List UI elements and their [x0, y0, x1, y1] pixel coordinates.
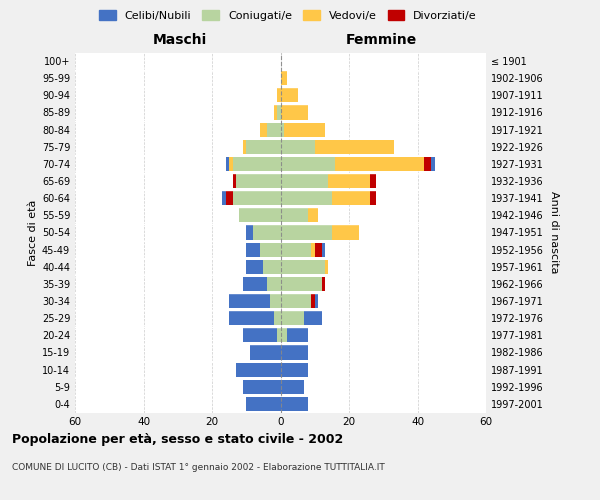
Bar [281, 242, 311, 256]
Bar [281, 260, 325, 274]
Bar [246, 226, 253, 239]
Bar [332, 191, 370, 205]
Bar [281, 71, 287, 85]
Bar [233, 191, 281, 205]
Bar [328, 174, 370, 188]
Bar [239, 208, 281, 222]
Bar [325, 260, 328, 274]
Bar [274, 106, 277, 120]
Bar [243, 380, 281, 394]
Bar [322, 277, 325, 291]
Bar [281, 294, 311, 308]
Bar [246, 242, 260, 256]
Bar [243, 140, 246, 154]
Bar [233, 157, 281, 171]
Bar [243, 328, 277, 342]
Bar [229, 294, 270, 308]
Y-axis label: Anni di nascita: Anni di nascita [549, 191, 559, 274]
Bar [267, 122, 281, 136]
Bar [233, 174, 236, 188]
Bar [277, 106, 281, 120]
Bar [260, 242, 281, 256]
Bar [274, 311, 281, 325]
Bar [246, 260, 263, 274]
Bar [370, 174, 376, 188]
Bar [281, 157, 335, 171]
Bar [281, 122, 284, 136]
Bar [287, 328, 308, 342]
Bar [281, 362, 308, 376]
Bar [281, 191, 332, 205]
Bar [304, 311, 322, 325]
Legend: Celibi/Nubili, Coniugati/e, Vedovi/e, Divorziati/e: Celibi/Nubili, Coniugati/e, Vedovi/e, Di… [95, 6, 481, 25]
Bar [281, 397, 308, 411]
Bar [222, 191, 226, 205]
Bar [311, 294, 315, 308]
Text: Popolazione per età, sesso e stato civile - 2002: Popolazione per età, sesso e stato civil… [12, 432, 343, 446]
Bar [253, 226, 281, 239]
Bar [281, 88, 298, 102]
Bar [335, 157, 424, 171]
Bar [243, 277, 267, 291]
Bar [260, 122, 267, 136]
Bar [315, 294, 318, 308]
Bar [281, 106, 308, 120]
Bar [281, 226, 332, 239]
Bar [370, 191, 376, 205]
Bar [281, 328, 287, 342]
Bar [236, 174, 281, 188]
Text: Femmine: Femmine [346, 33, 417, 47]
Bar [229, 157, 233, 171]
Bar [315, 140, 394, 154]
Bar [281, 311, 304, 325]
Bar [332, 226, 359, 239]
Bar [281, 277, 322, 291]
Bar [246, 397, 281, 411]
Bar [277, 328, 281, 342]
Text: COMUNE DI LUCITO (CB) - Dati ISTAT 1° gennaio 2002 - Elaborazione TUTTITALIA.IT: COMUNE DI LUCITO (CB) - Dati ISTAT 1° ge… [12, 462, 385, 471]
Bar [267, 277, 281, 291]
Bar [311, 242, 315, 256]
Bar [281, 140, 315, 154]
Text: Maschi: Maschi [152, 33, 207, 47]
Bar [281, 208, 308, 222]
Bar [315, 242, 322, 256]
Bar [250, 346, 281, 360]
Bar [263, 260, 281, 274]
Bar [284, 122, 325, 136]
Bar [236, 362, 281, 376]
Bar [226, 191, 233, 205]
Bar [281, 174, 328, 188]
Bar [277, 88, 281, 102]
Bar [431, 157, 434, 171]
Bar [424, 157, 431, 171]
Bar [246, 140, 281, 154]
Bar [322, 242, 325, 256]
Bar [229, 311, 274, 325]
Bar [281, 380, 304, 394]
Bar [226, 157, 229, 171]
Bar [308, 208, 318, 222]
Bar [281, 346, 308, 360]
Y-axis label: Fasce di età: Fasce di età [28, 200, 38, 266]
Bar [270, 294, 281, 308]
